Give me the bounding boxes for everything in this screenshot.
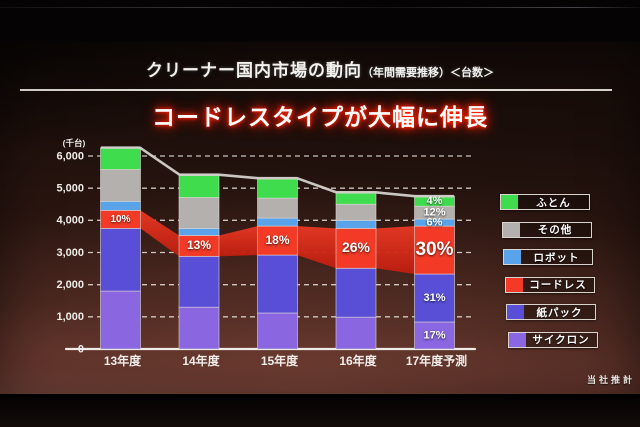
headline-cordless-growth: コードレスタイプが大幅に伸長 — [152, 104, 488, 130]
bar-segment-other — [335, 203, 377, 221]
cordless-growth-ribbon — [376, 226, 415, 275]
pct-label: 12% — [423, 207, 445, 219]
slide: クリーナー国内市場の動向（年間需要推移）＜台数＞ コードレスタイプが大幅に伸長 … — [0, 42, 640, 394]
x-tick-label: 14年度 — [182, 353, 220, 368]
room-darkness-top — [0, 0, 640, 42]
bar-segment-futon — [100, 147, 141, 170]
x-tick-label: 15年度 — [261, 353, 299, 368]
slide-title-main: クリーナー国内市場の動向 — [146, 61, 362, 80]
bar-segment-robot — [257, 217, 298, 227]
bar-segment-paper_pack — [257, 254, 298, 314]
bar-segment-paper_pack — [335, 267, 377, 318]
y-tick-label: 6,000 — [56, 150, 84, 162]
bar-segment-futon — [335, 191, 377, 205]
title-underline — [20, 89, 612, 91]
y-tick-label: 5,000 — [56, 183, 84, 195]
x-tick-label: 17年度予測 — [406, 353, 467, 368]
total-trend-line — [101, 146, 454, 198]
cordless-growth-ribbon — [219, 226, 258, 257]
x-tick-label: 13年度 — [104, 353, 142, 368]
bar-segment-robot — [100, 200, 141, 211]
bar-segment-other — [257, 197, 298, 219]
bar-segment-paper_pack — [414, 273, 455, 323]
y-tick-label: 4,000 — [56, 215, 84, 227]
y-tick-label: 2,000 — [56, 279, 84, 291]
bar-segment-other — [178, 197, 220, 229]
bar-segment-cyclone — [178, 306, 220, 350]
cordless-growth-ribbon — [297, 226, 336, 269]
x-tick-label: 16年度 — [339, 353, 377, 368]
slide-title: クリーナー国内市場の動向（年間需要推移）＜台数＞ — [0, 56, 640, 81]
pct-label: 31% — [423, 292, 445, 304]
projection-screen-top-edge — [0, 7, 640, 8]
pct-label: 10% — [110, 214, 130, 225]
bar-segment-futon — [257, 177, 298, 199]
pct-label: 30% — [415, 239, 453, 260]
bar-segment-paper_pack — [100, 227, 141, 292]
bar-segment-paper_pack — [178, 255, 220, 308]
pct-label: 13% — [187, 238, 211, 252]
bar-segment-cyclone — [257, 312, 298, 350]
cordless-growth-ribbon — [140, 210, 179, 257]
bar-segment-futon — [178, 174, 220, 198]
stacked-bar-chart: 6,0005,0004,0003,0002,0001,0000(千台)10%13… — [0, 42, 640, 394]
pct-label: 18% — [265, 233, 289, 247]
pct-label: 6% — [427, 216, 443, 228]
source-note: 当社推計 — [586, 375, 635, 385]
pct-label: 4% — [427, 195, 443, 207]
y-axis-unit-label: (千台) — [63, 138, 86, 148]
bar-segment-cyclone — [335, 316, 377, 350]
bar-segment-cyclone — [100, 290, 141, 350]
pct-label: 17% — [423, 329, 445, 341]
pct-label: 26% — [342, 239, 371, 255]
slide-title-paren: （年間需要推移）＜台数＞ — [362, 67, 494, 79]
bar-segment-other — [100, 169, 141, 202]
y-tick-label: 3,000 — [56, 247, 84, 259]
bar-segment-robot — [335, 219, 377, 229]
room-darkness-bottom — [0, 394, 640, 427]
chart-svg: 6,0005,0004,0003,0002,0001,0000(千台)10%13… — [56, 138, 477, 368]
bar-segment-cordless — [414, 225, 455, 275]
y-tick-label: 1,000 — [56, 311, 84, 323]
bar-segment-robot — [178, 227, 220, 236]
